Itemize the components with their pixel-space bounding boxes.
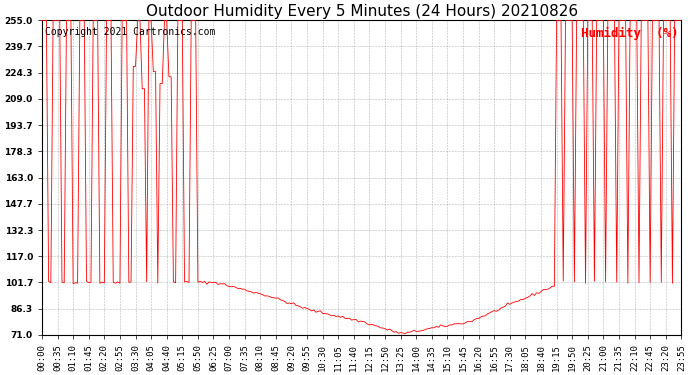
Text: Copyright 2021 Cartronics.com: Copyright 2021 Cartronics.com: [45, 27, 215, 37]
Text: Humidity  (%): Humidity (%): [581, 27, 678, 40]
Title: Outdoor Humidity Every 5 Minutes (24 Hours) 20210826: Outdoor Humidity Every 5 Minutes (24 Hou…: [146, 4, 578, 19]
